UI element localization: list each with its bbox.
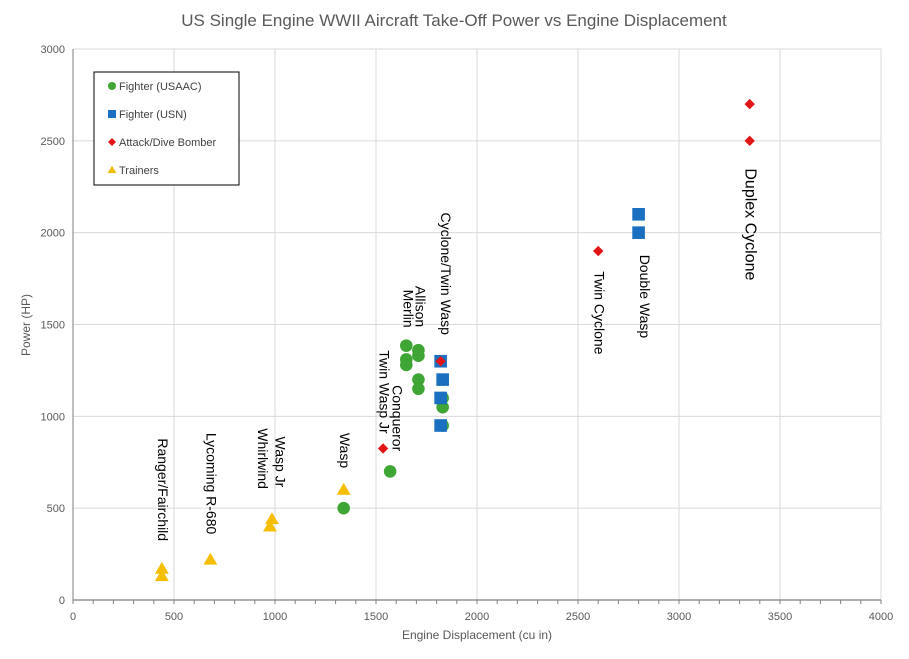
legend-entry-label: Fighter (USAAC) bbox=[119, 81, 202, 93]
data-point-square bbox=[632, 208, 645, 221]
data-point-circle bbox=[412, 382, 425, 396]
data-point-circle bbox=[412, 373, 425, 386]
x-tick-label: 500 bbox=[165, 611, 183, 623]
y-tick-label: 1000 bbox=[41, 411, 65, 423]
x-tick-label: 2500 bbox=[566, 611, 590, 623]
y-tick-label: 1500 bbox=[41, 320, 65, 332]
data-point-square bbox=[434, 391, 447, 405]
data-point-triangle bbox=[154, 561, 169, 574]
legend-marker-diamond bbox=[108, 138, 116, 146]
legend-entry-label: Attack/Dive Bomber bbox=[119, 137, 217, 149]
data-point-circle bbox=[400, 358, 413, 372]
annotation-label: Merlin bbox=[401, 290, 417, 328]
y-tick-label: 500 bbox=[47, 503, 65, 515]
y-tick-label: 0 bbox=[59, 595, 65, 607]
legend-marker-square bbox=[108, 110, 116, 118]
annotations: Ranger/Fairchild Lycoming R-680 Whirlwind W… bbox=[155, 168, 758, 541]
annotation-label: Allison bbox=[413, 286, 429, 327]
legend-marker-circle bbox=[108, 82, 116, 90]
chart-title: US Single Engine WWII Aircraft Take-Off … bbox=[181, 11, 727, 30]
x-tick-label: 1000 bbox=[263, 611, 287, 623]
y-tick-label: 3000 bbox=[41, 44, 65, 56]
annotation-label: Twin Wasp Jr bbox=[376, 350, 392, 434]
data-point-triangle bbox=[336, 482, 351, 495]
annotation-label: Duplex Cyclone bbox=[741, 168, 758, 280]
x-tick-label: 4000 bbox=[869, 611, 893, 623]
y-axis-label: Power (HP) bbox=[19, 294, 33, 356]
annotation-label: Double Wasp bbox=[637, 255, 653, 339]
data-point-circle bbox=[412, 349, 425, 363]
data-point-triangle bbox=[263, 519, 277, 532]
data-point-square bbox=[632, 226, 645, 239]
annotation-label: Ranger/Fairchild bbox=[155, 438, 171, 541]
data-point-square bbox=[434, 419, 447, 432]
x-tick-label: 3500 bbox=[768, 611, 792, 623]
legend-box bbox=[93, 71, 240, 186]
legend-marker-triangle bbox=[107, 165, 117, 174]
data-point-circle bbox=[400, 339, 413, 352]
x-tick-label: 1500 bbox=[364, 611, 388, 623]
x-tick-label: 2000 bbox=[465, 611, 489, 623]
legend-entry-label: Fighter (USN) bbox=[119, 109, 187, 121]
annotation-label: Wasp bbox=[337, 433, 353, 468]
data-point-triangle bbox=[203, 552, 218, 565]
annotation-label: Wasp Jr bbox=[272, 437, 288, 488]
data-point-diamond bbox=[377, 443, 389, 454]
data-point-circle bbox=[383, 465, 397, 478]
data-point-square bbox=[436, 373, 449, 386]
axes: 0 500 1000 1500 2000 2500 3000 3500 4000 0 500 1000… bbox=[41, 44, 894, 623]
x-tick-label: 0 bbox=[70, 611, 76, 623]
data-point-circle bbox=[337, 501, 350, 515]
legend-entry-label: Trainers bbox=[119, 165, 159, 177]
annotation-label: Cyclone/Twin Wasp bbox=[438, 212, 454, 335]
data-point-diamond bbox=[744, 98, 755, 110]
data-point-diamond bbox=[744, 135, 755, 147]
annotation-label: Conqueror bbox=[389, 385, 405, 451]
legend: Fighter (USAAC) Fighter (USN) Attack/Dive … bbox=[93, 71, 240, 186]
annotation-label: Twin Cyclone bbox=[591, 271, 607, 354]
data-points bbox=[154, 98, 755, 582]
data-point-diamond bbox=[593, 245, 604, 257]
data-point-triangle bbox=[265, 512, 279, 525]
y-tick-label: 2500 bbox=[41, 136, 65, 148]
gridlines bbox=[72, 48, 882, 601]
data-point-triangle bbox=[154, 569, 169, 582]
data-point-diamond bbox=[435, 356, 446, 367]
y-tick-label: 2000 bbox=[41, 228, 65, 240]
annotation-label: Whirlwind bbox=[255, 428, 271, 489]
x-axis-label: Engine Displacement (cu in) bbox=[402, 628, 552, 642]
x-tick-label: 3000 bbox=[667, 611, 691, 623]
annotation-label: Lycoming R-680 bbox=[204, 433, 220, 535]
